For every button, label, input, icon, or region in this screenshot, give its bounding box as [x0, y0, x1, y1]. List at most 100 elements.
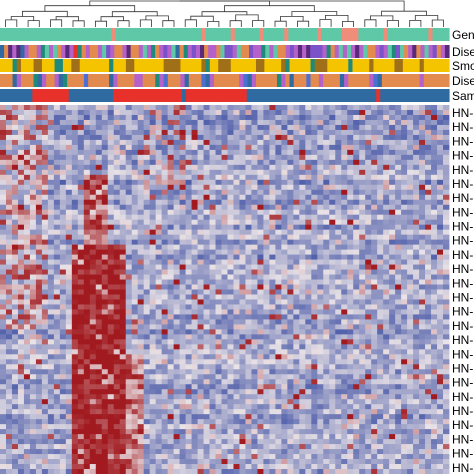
heatmap-cell	[431, 259, 438, 265]
annotation-cell	[264, 59, 270, 72]
heatmap-cell	[413, 299, 420, 305]
heatmap-cell	[95, 194, 103, 201]
heatmap-cell	[377, 184, 384, 191]
heatmap-cell	[401, 134, 408, 141]
heatmap-cell	[215, 254, 222, 260]
heatmap-cell	[11, 269, 19, 275]
heatmap-cell	[23, 294, 31, 300]
heatmap-cell	[83, 114, 91, 121]
heatmap-cell	[41, 109, 49, 116]
heatmap-cell	[65, 329, 73, 335]
heatmap-cell	[371, 204, 378, 211]
heatmap-cell	[173, 329, 180, 335]
heatmap-cell	[113, 364, 121, 370]
heatmap-cell	[311, 389, 318, 395]
heatmap-cell	[89, 269, 97, 275]
heatmap-cell	[347, 199, 354, 206]
heatmap-cell	[17, 299, 25, 305]
heatmap-cell	[251, 105, 258, 111]
heatmap-cell	[41, 249, 49, 255]
annotation-cell	[61, 45, 66, 58]
heatmap-cell	[401, 289, 408, 295]
heatmap-cell	[227, 124, 234, 131]
annotation-cell	[121, 89, 126, 102]
heatmap-cell	[257, 364, 264, 370]
heatmap-cell	[113, 259, 121, 265]
heatmap-cell	[221, 229, 228, 236]
heatmap-cell	[269, 314, 276, 320]
heatmap-cell	[65, 364, 73, 370]
heatmap-cell	[317, 149, 324, 156]
heatmap-cell	[149, 244, 157, 251]
heatmap-cell	[425, 359, 432, 365]
heatmap-cell	[419, 184, 426, 191]
heatmap-cell	[161, 209, 169, 216]
heatmap-cell	[341, 329, 348, 335]
heatmap-cell	[161, 134, 169, 141]
heatmap-cell	[95, 249, 103, 255]
heatmap-cell	[149, 184, 157, 191]
heatmap-cell	[113, 234, 121, 241]
heatmap-cell	[155, 384, 163, 390]
heatmap-cell	[281, 314, 288, 320]
heatmap-cell	[221, 194, 228, 201]
heatmap-cell	[407, 279, 414, 285]
heatmap-cell	[263, 204, 270, 211]
annotation-cell	[8, 59, 14, 72]
annotation-cell	[40, 89, 46, 102]
heatmap-cell	[323, 349, 330, 355]
heatmap-cell	[107, 214, 115, 221]
heatmap-cell	[107, 349, 115, 355]
heatmap-cell	[329, 139, 336, 146]
heatmap-cell	[185, 179, 192, 186]
heatmap-cell	[239, 244, 246, 251]
heatmap-cell	[215, 329, 222, 335]
heatmap-cell	[359, 389, 366, 395]
heatmap-cell	[149, 179, 157, 186]
heatmap-cell	[83, 384, 91, 390]
heatmap-cell	[275, 105, 282, 111]
heatmap-cell	[341, 119, 348, 126]
heatmap-cell	[323, 114, 330, 121]
heatmap-cell	[359, 264, 366, 270]
heatmap-cell	[209, 379, 216, 385]
heatmap-cell	[287, 274, 294, 280]
heatmap-cell	[407, 214, 414, 221]
annotation-cell	[341, 28, 347, 41]
heatmap-cell	[179, 229, 186, 236]
heatmap-cell	[191, 234, 198, 241]
heatmap-cell	[155, 354, 163, 360]
heatmap-cell	[215, 374, 222, 380]
annotation-cell	[176, 59, 182, 72]
heatmap-cell	[167, 129, 175, 136]
heatmap-cell	[29, 329, 37, 335]
heatmap-cell	[431, 369, 438, 375]
heatmap-cell	[347, 229, 354, 236]
heatmap-cell	[185, 139, 192, 146]
heatmap-cell	[59, 369, 67, 375]
heatmap-cell	[239, 349, 246, 355]
heatmap-cell	[119, 149, 127, 156]
heatmap-cell	[53, 279, 61, 285]
heatmap-cell	[233, 204, 240, 211]
heatmap-cell	[89, 124, 97, 131]
heatmap-cell	[167, 369, 175, 375]
heatmap-cell	[329, 309, 336, 315]
annotation-cell	[79, 59, 85, 72]
heatmap-cell	[383, 149, 390, 156]
heatmap-cell	[65, 384, 73, 390]
heatmap-cell	[143, 394, 151, 400]
heatmap-cell	[395, 229, 402, 236]
heatmap-cell	[203, 224, 210, 231]
heatmap-cell	[47, 219, 55, 226]
heatmap-cell	[413, 279, 420, 285]
heatmap-cell	[413, 134, 420, 141]
heatmap-cell	[317, 249, 324, 255]
heatmap-cell	[407, 389, 414, 395]
heatmap-cell	[311, 184, 318, 191]
annotation-cell	[130, 45, 136, 58]
heatmap-cell	[407, 254, 414, 260]
heatmap-cell	[209, 189, 216, 196]
heatmap-cell	[311, 304, 318, 310]
heatmap-cell	[125, 129, 133, 136]
